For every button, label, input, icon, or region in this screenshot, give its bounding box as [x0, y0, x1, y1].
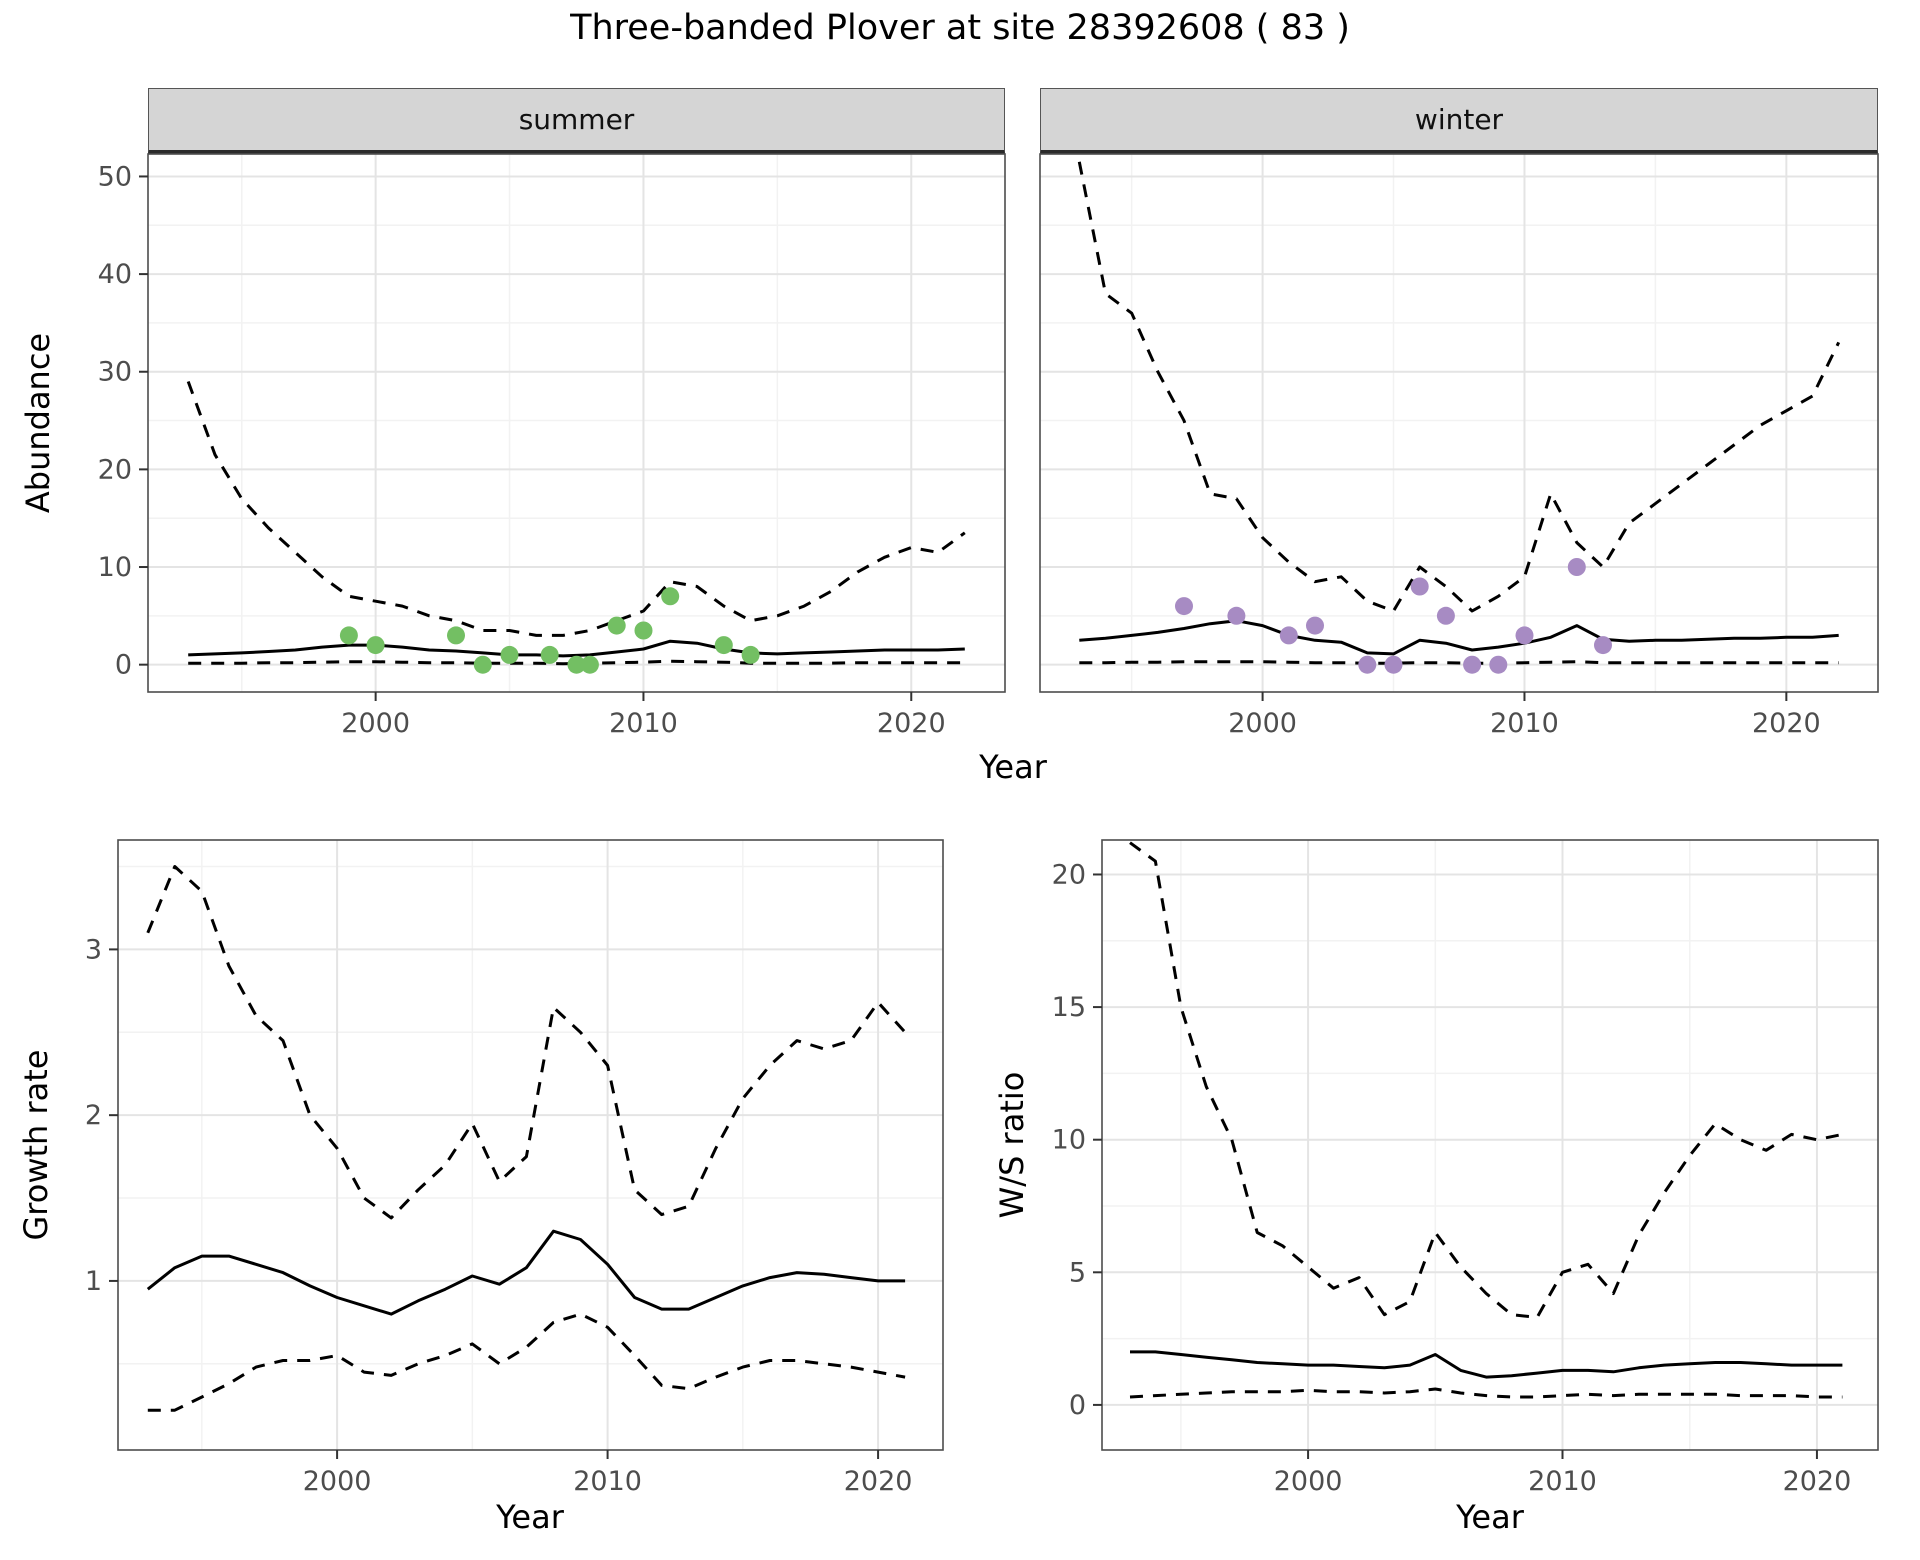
abundance-summer-observation-point — [366, 636, 385, 655]
abundance-summer-panel-border — [147, 153, 1006, 693]
ws-ratio-panel: 2000 2010 2020 0 5 10 15 20 — [1052, 839, 1879, 1497]
ws-ratio-upper-ci-line — [1129, 841, 1843, 1319]
y-tick-label: 10 — [1052, 1125, 1086, 1156]
facet-strip-summer-label: summer — [518, 103, 635, 136]
facet-strip-winter-label: winter — [1414, 103, 1504, 136]
abundance-winter-observation-point — [1594, 636, 1612, 655]
abundance-summer-observation-point — [447, 626, 465, 645]
abundance-summer-observation-point — [580, 655, 599, 674]
abundance-winter-panel: 2000 2010 2020 — [1039, 153, 1879, 739]
abundance-summer-observation-point — [567, 655, 586, 674]
x-tick-label: 2020 — [844, 1466, 913, 1497]
abundance-summer-observation-point — [339, 626, 358, 645]
abundance-summer-observation-point — [500, 645, 519, 664]
abundance-winter-observation-point — [1463, 655, 1482, 674]
abundance-summer-observation-point — [634, 621, 653, 640]
y-tick-label: 10 — [98, 552, 132, 583]
abundance-winter-observation-point — [1175, 597, 1193, 616]
abundance-summer-panel-background — [148, 154, 1005, 692]
abundance-winter-panel-background — [1040, 154, 1878, 692]
y-tick-label: 40 — [98, 259, 132, 290]
y-tick-label: 0 — [1069, 1390, 1086, 1421]
abundance-winter-observation-point — [1567, 558, 1586, 576]
abundance-winter-observation-point — [1279, 626, 1298, 645]
abundance-axis-title: Abundance — [19, 332, 57, 514]
abundance-summer-observation-point — [540, 645, 559, 664]
abundance-summer-observation-point — [741, 645, 760, 664]
growth-rate-panel-background — [118, 840, 943, 1450]
abundance-summer-upper-ci-line — [186, 380, 966, 637]
x-tick-label: 2000 — [341, 708, 410, 739]
abundance-winter-observation-point — [1384, 655, 1403, 674]
x-tick-label: 2010 — [573, 1466, 642, 1497]
x-tick-label: 2010 — [609, 708, 678, 739]
y-tick-label: 5 — [1069, 1257, 1086, 1288]
ws-ratio-panel-background — [1102, 840, 1878, 1450]
abundance-winter-observation-point — [1515, 626, 1534, 645]
abundance-winter-observation-point — [1410, 577, 1429, 596]
abundance-winter-observation-point — [1436, 606, 1455, 625]
y-tick-label: 2 — [85, 1100, 102, 1131]
abundance-winter-panel-border — [1039, 153, 1879, 693]
top-year-axis-title: Year — [979, 748, 1047, 786]
x-tick-label: 2000 — [1228, 708, 1297, 739]
abundance-summer-observation-point — [473, 655, 492, 674]
growth-rate-panel-border — [117, 839, 944, 1451]
y-tick-label: 30 — [98, 357, 132, 388]
abundance-summer-observation-point — [607, 616, 626, 635]
x-tick-label: 2000 — [303, 1466, 372, 1497]
abundance-winter-observation-point — [1489, 655, 1508, 674]
abundance-winter-lower-ci-line — [1079, 660, 1839, 665]
ws-ratio-panel-border — [1101, 839, 1879, 1451]
abundance-winter-observation-point — [1358, 655, 1377, 674]
abundance-winter-upper-ci-line — [1077, 161, 1841, 613]
x-tick-label: 2010 — [1528, 1466, 1597, 1497]
growth-rate-panel: 2000 2010 2020 1 2 3 — [85, 839, 944, 1497]
facet-strip-summer: summer — [148, 88, 1005, 154]
ws-ratio-axis-title: W/S ratio — [993, 1071, 1031, 1219]
y-tick-label: 15 — [1052, 992, 1086, 1023]
ws-year-axis-title: Year — [1456, 1498, 1524, 1536]
abundance-summer-lower-ci-line — [188, 659, 965, 666]
abundance-summer-observation-point — [714, 636, 733, 655]
ws-ratio-estimate-line — [1130, 1350, 1843, 1379]
x-tick-label: 2020 — [1752, 708, 1821, 739]
x-tick-label: 2000 — [1274, 1466, 1343, 1497]
growth-year-axis-title: Year — [496, 1498, 564, 1536]
y-tick-label: 1 — [85, 1266, 102, 1297]
growth-rate-estimate-line — [146, 1229, 906, 1316]
facet-strip-winter: winter — [1040, 88, 1878, 154]
abundance-winter-estimate-line — [1079, 619, 1839, 656]
abundance-summer-panel: 2000 2010 2020 0 10 20 30 40 50 — [98, 153, 1006, 739]
y-tick-label: 20 — [1052, 859, 1086, 890]
x-tick-label: 2020 — [877, 708, 946, 739]
x-tick-label: 2010 — [1490, 708, 1559, 739]
abundance-summer-estimate-line — [188, 639, 965, 658]
growth-rate-upper-ci-line — [146, 865, 907, 1220]
y-tick-label: 0 — [115, 650, 132, 681]
abundance-winter-observation-point — [1227, 606, 1246, 625]
abundance-winter-observation-point — [1306, 616, 1324, 635]
x-tick-label: 2020 — [1783, 1466, 1852, 1497]
y-tick-label: 50 — [98, 161, 132, 192]
y-tick-label: 20 — [98, 454, 132, 485]
abundance-summer-observation-point — [661, 587, 680, 606]
growth-rate-axis-title: Growth rate — [17, 1049, 55, 1241]
chart-title: Three-banded Plover at site 28392608 ( 8… — [570, 8, 1350, 48]
ws-ratio-lower-ci-line — [1129, 1387, 1843, 1399]
y-tick-label: 3 — [85, 934, 102, 965]
